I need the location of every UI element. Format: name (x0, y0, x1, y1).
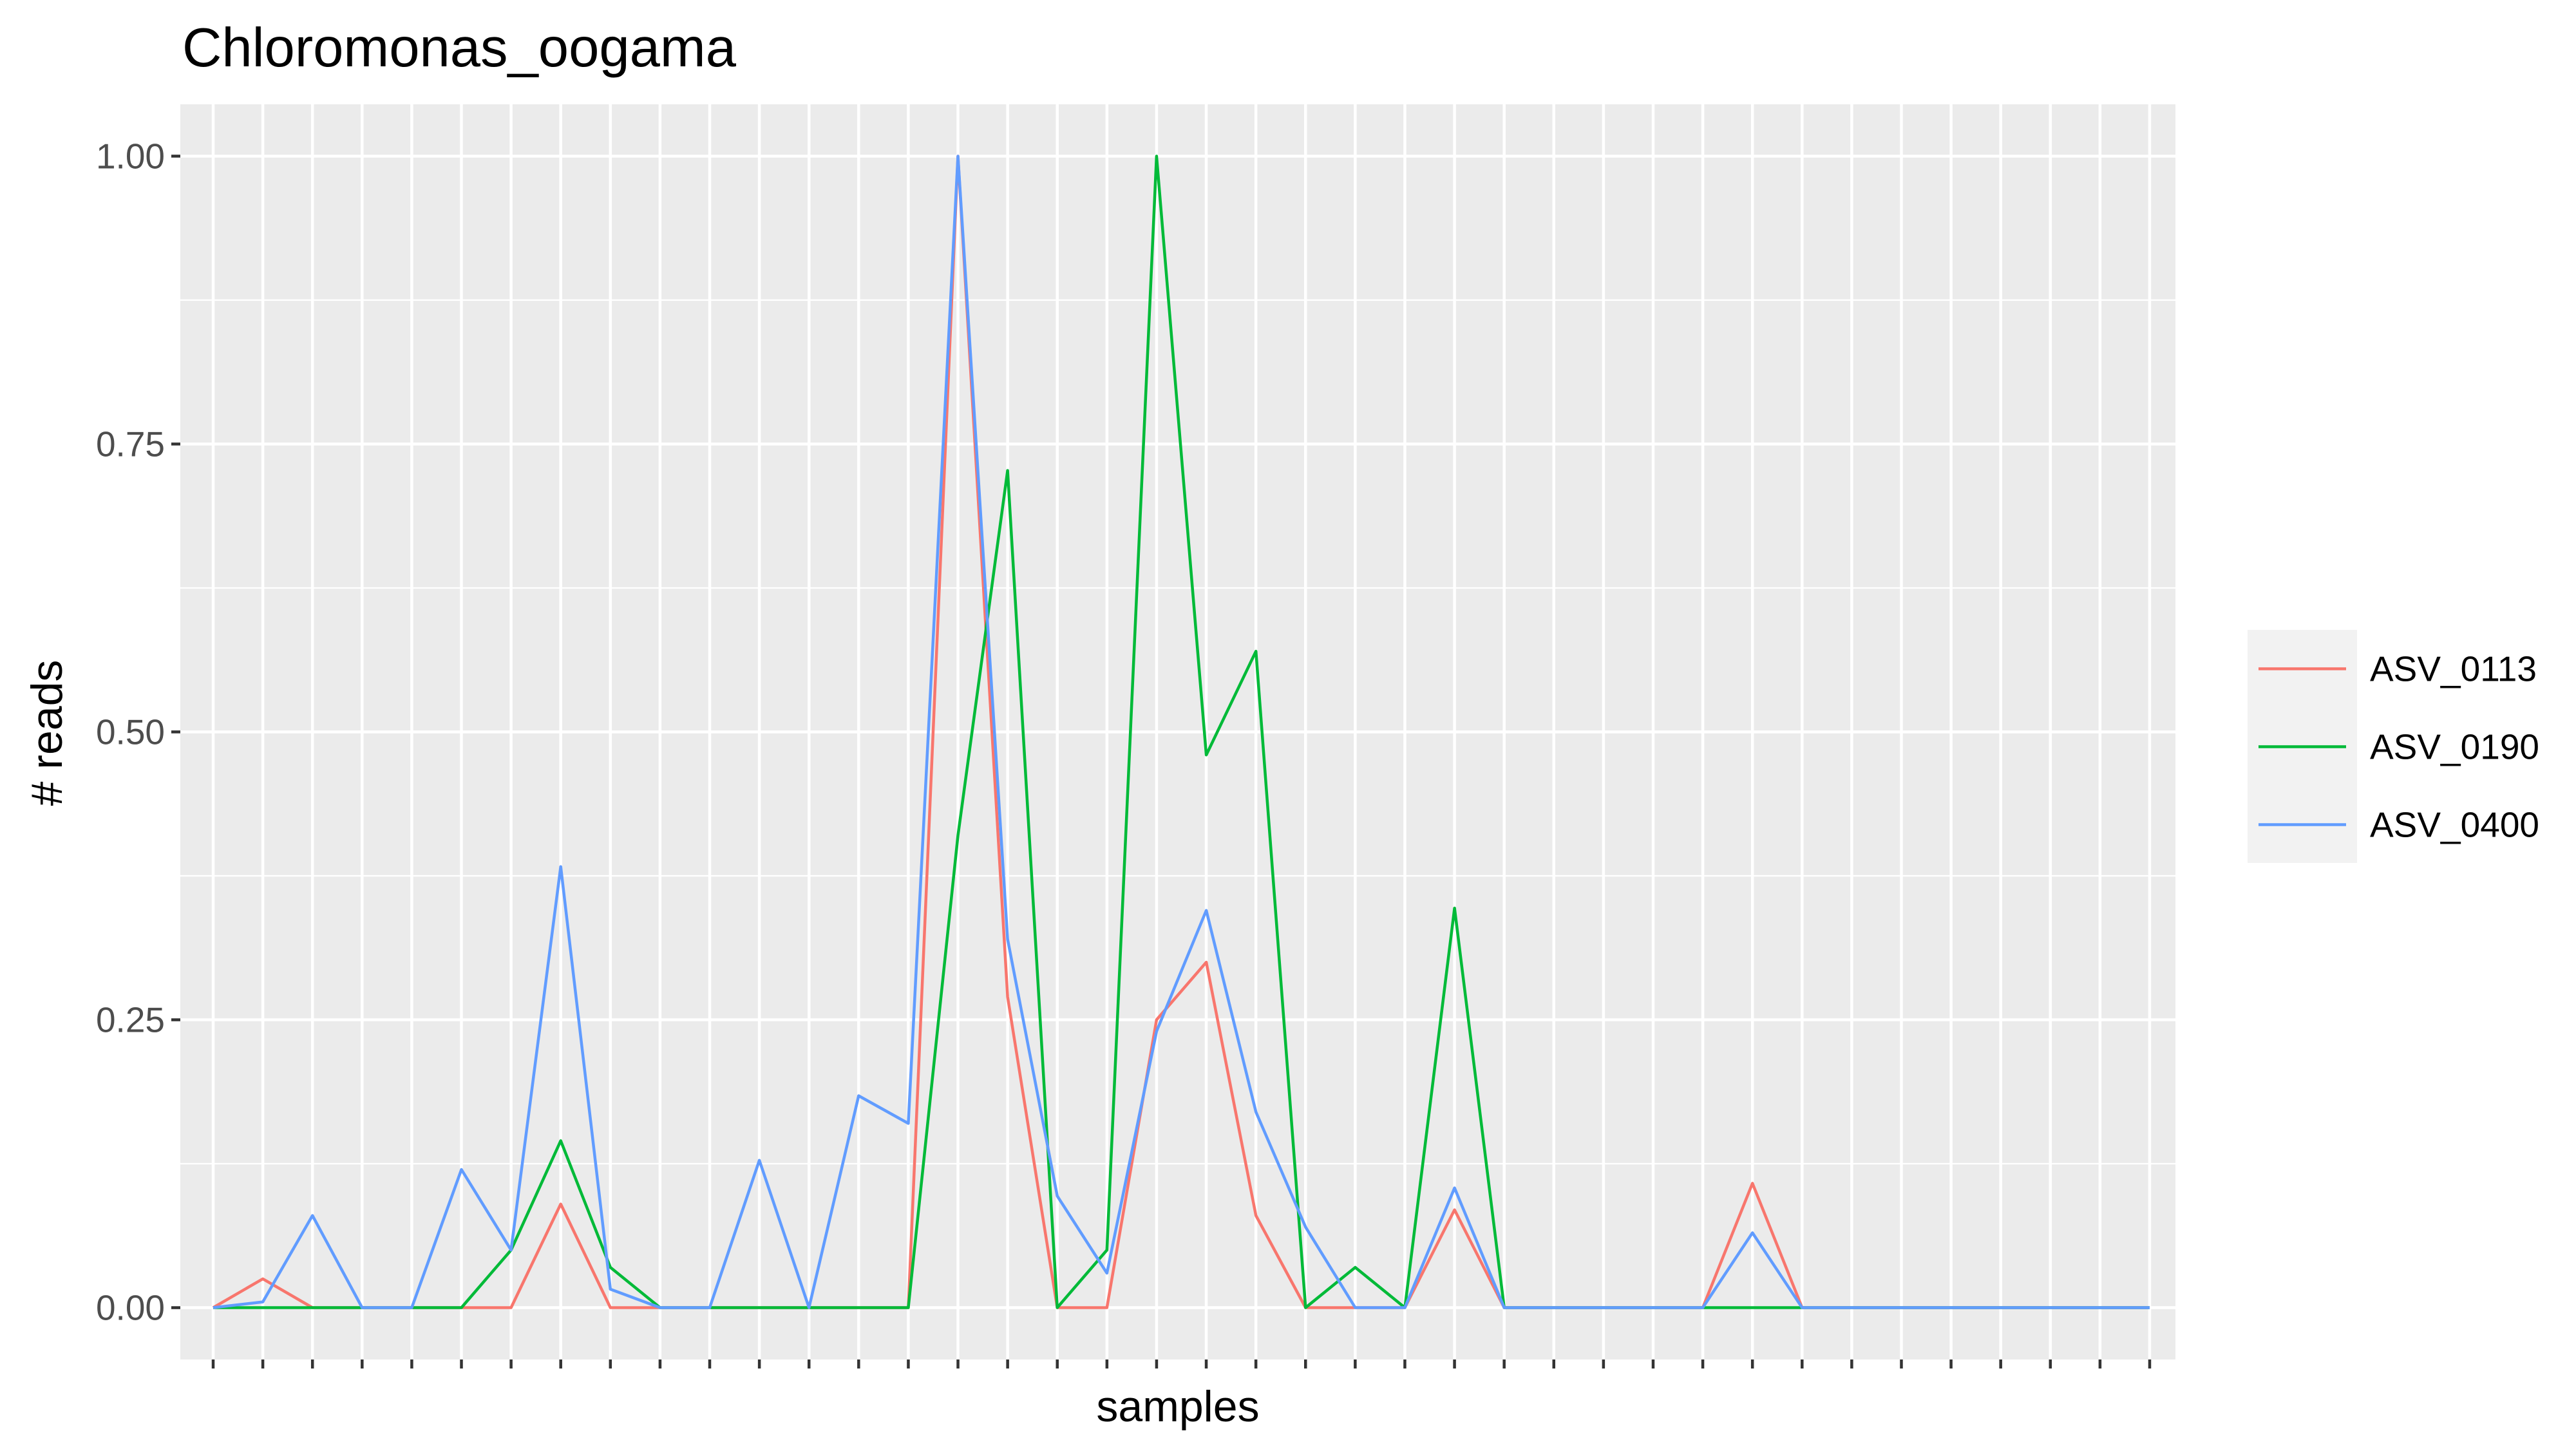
legend-label-asv-0190: ASV_0190 (2370, 727, 2539, 767)
y-tick-label: 0.50 (96, 712, 165, 752)
y-axis-ticks: 0.00 0.25 0.50 0.75 1.00 (96, 136, 180, 1328)
y-tick-label: 1.00 (96, 136, 165, 176)
legend: ASV_0113 ASV_0190 ASV_0400 (2248, 630, 2539, 863)
y-axis-title: # reads (23, 660, 71, 806)
y-tick-label: 0.75 (96, 424, 165, 464)
x-axis-ticks (211, 1359, 2152, 1368)
chart-title: Chloromonas_oogama (182, 17, 737, 79)
major-gridlines (180, 104, 2175, 1359)
series-line-asv-0400 (213, 155, 2150, 1309)
y-tick-label: 0.00 (96, 1288, 165, 1328)
y-tick-label: 0.25 (96, 1000, 165, 1040)
series-lines (212, 155, 2150, 1309)
legend-label-asv-0113: ASV_0113 (2370, 649, 2537, 689)
legend-label-asv-0400: ASV_0400 (2370, 805, 2539, 845)
minor-gridlines (180, 299, 2175, 1165)
x-axis-title: samples (1096, 1382, 1259, 1431)
